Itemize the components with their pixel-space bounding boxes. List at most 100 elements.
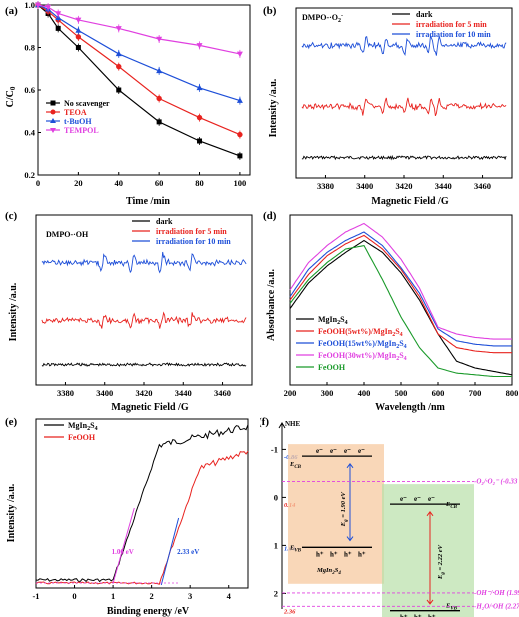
x-tick-label: 600 (432, 388, 445, 398)
x-tick-label: 500 (395, 388, 408, 398)
panel-c-xlabel: Magnetic Field /G (111, 402, 188, 413)
epr-series-2 (41, 251, 247, 274)
x-tick-label: 2 (150, 591, 154, 601)
y-tick-label: 1 (274, 540, 278, 550)
x-tick-label: 3 (188, 591, 192, 601)
legend-label: FeOOH (318, 363, 346, 372)
legend-marker (50, 118, 56, 123)
legend-label: t-BuOH (64, 117, 92, 126)
x-tick-label: 3460 (214, 388, 231, 398)
panel-a-ylabel: C/C0 (5, 86, 17, 107)
panel-a-xlabel: Time /min (126, 196, 170, 207)
legend-label: FeOOH(15wt%)/MgIn2S4 (318, 339, 407, 350)
xps-mgin (35, 424, 249, 583)
electron: e⁻ (344, 447, 351, 455)
legend-label: dark (416, 10, 433, 19)
x-tick-label: 80 (195, 178, 204, 188)
legend-label: irradiation for 5 min (156, 227, 227, 236)
x-tick-label: 3440 (175, 388, 192, 398)
legend-marker (50, 100, 56, 106)
panel-c: (c) DMPO-·OH 3380 3400 3420 3440 3460darkirr… (5, 210, 253, 413)
panel-e-label: (e) (5, 416, 18, 428)
nhe-arrow-icon (278, 422, 286, 429)
electron: e⁻ (316, 447, 323, 455)
evb-label: EVB (289, 544, 302, 553)
mgin-label: MgIn2S4 (316, 567, 341, 576)
panel-f-diagram: NHE-1012-0.860.141.042.36e⁻e⁻e⁻e⁻h⁺h⁺h⁺h… (271, 420, 519, 617)
panel-a: (a) 0 20 40 60 80 100 0.2 0.4 0.6 0.8 1.0 No scaven… (5, 0, 251, 207)
ref-label: -O₂/·O₂⁻ (-0.33 eV) (474, 478, 519, 486)
x-tick-label: 0 (36, 178, 40, 188)
x-tick-label: 3440 (435, 181, 452, 191)
epr-series-2 (301, 35, 507, 57)
panel-a-label: (a) (5, 5, 18, 17)
feooh-eg: Eg = 2.22 eV (437, 544, 446, 580)
level-value: 2.36 (283, 609, 296, 616)
svg-text:C/C0: C/C0 (5, 86, 17, 107)
epr-series-1 (301, 97, 507, 117)
panel-a-frame (37, 4, 251, 176)
panel-d-label: (d) (263, 210, 277, 222)
arrow-down-icon (426, 599, 434, 605)
x-tick-label: 3380 (317, 181, 334, 191)
panel-b-ylabel: Intensity /a.u. (268, 78, 279, 137)
x-tick-label: 4 (227, 591, 232, 601)
x-tick-label: 3460 (474, 181, 491, 191)
x-tick-label: 0 (72, 591, 76, 601)
y-tick-label: 0.8 (24, 43, 35, 53)
x-tick-label: 300 (321, 388, 334, 398)
abs-series-0 (289, 239, 513, 376)
legend-label: irradiation for 10 min (416, 30, 491, 39)
y-tick-label: -1 (271, 444, 278, 454)
hole: h⁺ (414, 614, 422, 617)
tangent-mgin (112, 507, 135, 584)
legend-label: FeOOH (68, 433, 96, 442)
epr-series-0 (301, 154, 507, 161)
ref-label: -H₂O/·OH (2.27 eV) (474, 602, 519, 610)
ecb-label: ECB (445, 501, 458, 510)
panel-b: (b) DMPO-·O2- 3380 3400 3420 3440 3460darkir… (263, 5, 513, 207)
epr-series-1 (41, 311, 247, 329)
y-tick-label: 0 (274, 492, 278, 502)
legend-label: irradiation for 10 min (156, 237, 231, 246)
electron: e⁻ (428, 495, 435, 503)
x-tick-label: 100 (234, 178, 247, 188)
panel-d-plot: 200 300 400 500 600 700 800 MgIn2S4FeOOH(5wt%)/… (284, 214, 518, 398)
panel-f-label: (f) (260, 416, 269, 428)
x-tick-label: 60 (155, 178, 164, 188)
electron: e⁻ (414, 495, 421, 503)
legend-label: dark (156, 217, 173, 226)
x-tick-label: 3420 (396, 181, 413, 191)
hole: h⁺ (330, 550, 338, 558)
mgin-box (288, 444, 384, 584)
x-tick-label: 200 (284, 388, 297, 398)
y-tick-label: 2 (274, 588, 278, 598)
nhe-title: NHE (285, 420, 301, 428)
electron: e⁻ (400, 495, 407, 503)
panel-f: (f) NHE-1012-0.860.141.042.36e⁻e⁻e⁻e⁻h⁺h… (260, 416, 519, 617)
x-tick-label: 3400 (96, 388, 113, 398)
legend-label: irradiation for 5 min (416, 20, 487, 29)
x-tick-label: 3400 (356, 181, 373, 191)
panel-c-ylabel: Intensity /a.u. (8, 282, 19, 341)
legend-marker (50, 128, 56, 133)
panel-e-frame (35, 418, 249, 589)
abs-series-2 (289, 231, 512, 347)
panel-c-title: DMPO-·OH (46, 230, 89, 239)
x-tick-label: 700 (469, 388, 482, 398)
x-tick-label: 20 (74, 178, 83, 188)
legend-label: TEMPOL (64, 126, 99, 135)
abs-series-4 (289, 244, 512, 378)
legend-label: FeOOH(30wt%)/MgIn2S4 (318, 351, 407, 362)
mgin-eg: Eg = 1.90 eV (340, 492, 349, 528)
annotation-mgin: 1.06 eV (112, 548, 134, 556)
evb-label: EVB (445, 603, 458, 612)
arrow-up-icon (426, 510, 434, 517)
epr-series-0 (41, 362, 247, 367)
y-tick-label: 0.2 (24, 170, 35, 180)
legend-label: FeOOH(5wt%)/MgIn2S4 (318, 327, 403, 338)
series-line-2 (37, 4, 241, 102)
legend-label: No scavenger (64, 99, 110, 108)
